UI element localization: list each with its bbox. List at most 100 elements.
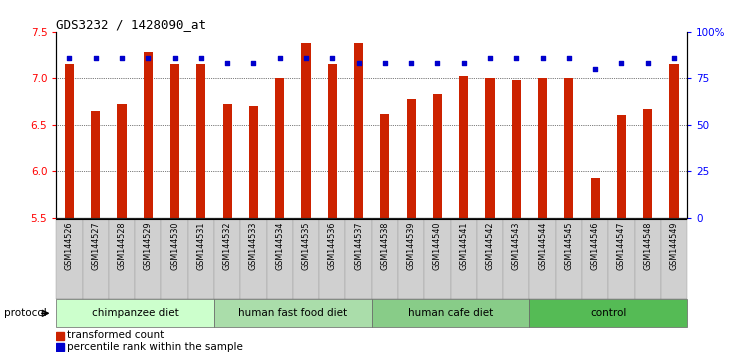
Text: transformed count: transformed count xyxy=(68,330,164,341)
Point xyxy=(641,61,653,66)
Text: protocol: protocol xyxy=(4,308,47,318)
Bar xyxy=(345,219,372,299)
Point xyxy=(563,55,575,61)
Point xyxy=(616,61,628,66)
Text: GSM144547: GSM144547 xyxy=(617,222,626,270)
Bar xyxy=(582,219,608,299)
Bar xyxy=(135,219,161,299)
Point xyxy=(169,55,181,61)
Text: GSM144544: GSM144544 xyxy=(538,222,547,270)
Text: GSM144539: GSM144539 xyxy=(407,222,415,270)
Point xyxy=(195,55,207,61)
Point xyxy=(511,55,523,61)
Bar xyxy=(485,78,495,218)
Point xyxy=(326,55,338,61)
Text: GSM144537: GSM144537 xyxy=(354,222,363,270)
Point xyxy=(457,61,470,66)
Point xyxy=(274,55,286,61)
Bar xyxy=(214,219,240,299)
Point xyxy=(222,61,234,66)
Text: GSM144535: GSM144535 xyxy=(302,222,310,270)
Text: GSM144543: GSM144543 xyxy=(512,222,520,270)
Bar xyxy=(161,219,188,299)
Bar xyxy=(354,43,363,218)
Bar xyxy=(196,64,206,218)
Bar xyxy=(56,331,65,339)
Point xyxy=(116,55,128,61)
Bar xyxy=(511,80,521,218)
Point xyxy=(668,55,680,61)
Bar xyxy=(117,104,127,218)
Point xyxy=(406,61,418,66)
Text: GSM144529: GSM144529 xyxy=(144,222,152,270)
Bar xyxy=(477,219,503,299)
Text: GSM144534: GSM144534 xyxy=(276,222,284,270)
Text: GSM144542: GSM144542 xyxy=(486,222,494,270)
Bar xyxy=(635,219,661,299)
Bar xyxy=(301,43,311,218)
Bar xyxy=(188,219,214,299)
Bar xyxy=(459,76,469,218)
Text: GSM144548: GSM144548 xyxy=(644,222,652,270)
Bar xyxy=(275,78,285,218)
Point xyxy=(90,55,102,61)
Text: GSM144526: GSM144526 xyxy=(65,222,74,270)
Bar xyxy=(267,219,293,299)
Text: GSM144533: GSM144533 xyxy=(249,222,258,270)
Bar xyxy=(240,219,267,299)
Bar xyxy=(170,64,179,218)
Bar xyxy=(372,219,398,299)
Point xyxy=(64,55,75,61)
Bar xyxy=(529,299,687,327)
Bar xyxy=(564,78,574,218)
Bar xyxy=(372,299,529,327)
Bar xyxy=(91,111,101,218)
Bar xyxy=(65,64,74,218)
Text: GSM144549: GSM144549 xyxy=(670,222,678,270)
Text: GSM144527: GSM144527 xyxy=(92,222,100,270)
Bar xyxy=(643,109,653,218)
Bar xyxy=(669,64,679,218)
Text: GSM144532: GSM144532 xyxy=(223,222,231,270)
Bar xyxy=(451,219,477,299)
Bar xyxy=(222,104,232,218)
Text: GSM144546: GSM144546 xyxy=(591,222,599,270)
Text: GSM144530: GSM144530 xyxy=(170,222,179,270)
Point xyxy=(536,55,548,61)
Bar xyxy=(556,219,582,299)
Point xyxy=(590,66,602,72)
Text: GSM144538: GSM144538 xyxy=(381,222,389,270)
Text: chimpanzee diet: chimpanzee diet xyxy=(92,308,179,318)
Text: control: control xyxy=(590,308,626,318)
Bar xyxy=(319,219,345,299)
Bar xyxy=(538,78,547,218)
Point xyxy=(300,55,312,61)
Text: GSM144536: GSM144536 xyxy=(328,222,336,270)
Point xyxy=(248,61,260,66)
Bar xyxy=(398,219,424,299)
Text: GSM144528: GSM144528 xyxy=(118,222,126,270)
Point xyxy=(379,61,391,66)
Bar xyxy=(249,106,258,218)
Point xyxy=(484,55,496,61)
Bar xyxy=(56,219,83,299)
Text: GSM144540: GSM144540 xyxy=(433,222,442,270)
Bar xyxy=(590,178,600,218)
Bar xyxy=(56,299,214,327)
Bar xyxy=(617,115,626,218)
Bar xyxy=(608,219,635,299)
Text: GSM144545: GSM144545 xyxy=(565,222,573,270)
Bar xyxy=(143,52,153,218)
Text: human cafe diet: human cafe diet xyxy=(408,308,493,318)
Bar xyxy=(424,219,451,299)
Bar xyxy=(529,219,556,299)
Bar xyxy=(327,64,337,218)
Point xyxy=(143,55,155,61)
Bar xyxy=(109,219,135,299)
Text: GSM144541: GSM144541 xyxy=(460,222,468,270)
Bar xyxy=(433,94,442,218)
Bar xyxy=(661,219,687,299)
Text: GSM144531: GSM144531 xyxy=(197,222,205,270)
Bar xyxy=(56,343,65,351)
Bar xyxy=(214,299,372,327)
